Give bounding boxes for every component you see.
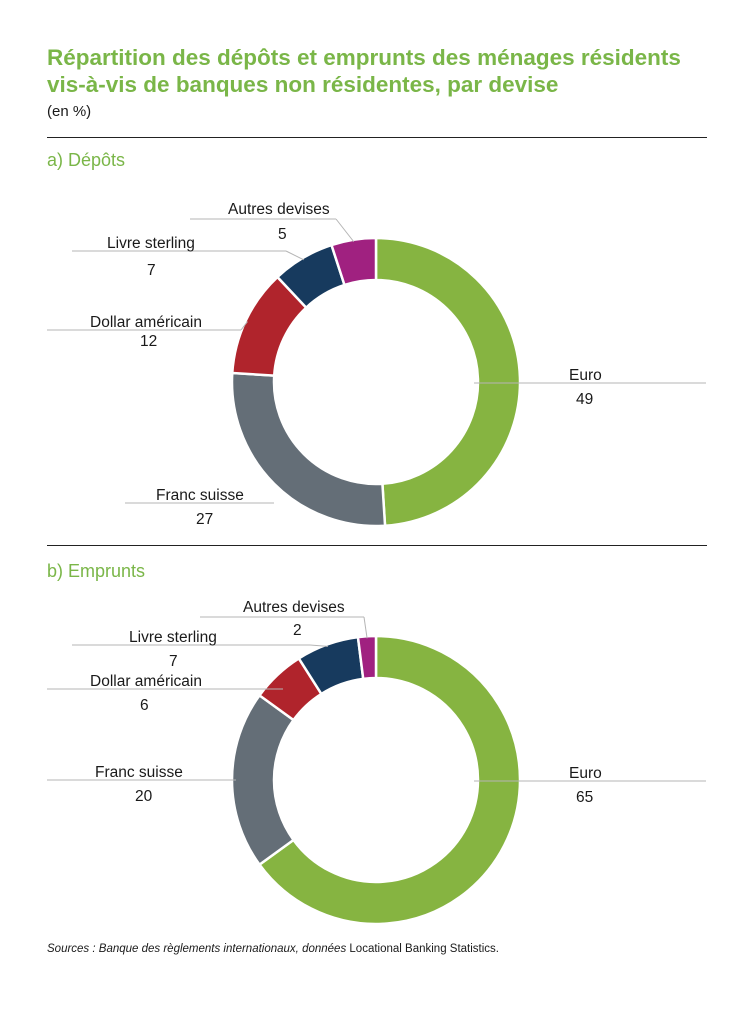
value-dollar-americain: 6 (140, 697, 149, 714)
top-rule (47, 137, 707, 138)
label-autres-devises: Autres devises (243, 599, 345, 616)
connector-line-dollar-americain (240, 321, 248, 331)
value-euro: 49 (576, 391, 593, 408)
label-euro: Euro (569, 765, 602, 782)
chart-title: Répartition des dépôts et emprunts des m… (47, 45, 681, 97)
label-franc-suisse: Franc suisse (156, 487, 244, 504)
value-euro: 65 (576, 789, 593, 806)
slice-franc-suisse (230, 693, 296, 867)
value-livre-sterling: 7 (147, 262, 156, 279)
connector-line-autres-devises (363, 616, 368, 639)
section-label-depots: a) Dépôts (47, 150, 126, 170)
label-dollar-americain: Dollar américain (90, 314, 202, 331)
donut-chart-depots: Euro 49 Franc suisse 27 Dollar américain 12 Li… (47, 201, 706, 528)
value-franc-suisse: 20 (135, 788, 153, 805)
value-autres-devises: 2 (293, 622, 302, 639)
value-dollar-americain: 12 (140, 333, 157, 350)
slice-euro (257, 634, 522, 926)
connector-line-autres-devises (335, 218, 355, 243)
slice-euro (374, 236, 522, 528)
source-italic: Sources : Banque des règlements internat… (47, 943, 347, 955)
donut-chart-emprunts: Euro 65 Franc suisse 20 Dollar américain 6 Liv… (47, 599, 706, 926)
chart-subtitle: (en %) (47, 103, 92, 120)
connector-line-livre-sterling (285, 250, 304, 261)
slice-autres-devises (329, 236, 378, 287)
source-note: Sources : Banque des règlements internat… (47, 943, 499, 955)
source-normal: Locational Banking Statistics. (349, 943, 499, 955)
label-euro: Euro (569, 367, 602, 384)
middle-rule (47, 545, 707, 546)
value-livre-sterling: 7 (169, 653, 178, 670)
label-dollar-americain: Dollar américain (90, 673, 202, 690)
label-livre-sterling: Livre sterling (129, 629, 217, 646)
slice-autres-devises (356, 634, 378, 681)
label-livre-sterling: Livre sterling (107, 235, 195, 252)
label-autres-devises: Autres devises (228, 201, 330, 218)
connector-line-livre-sterling (309, 644, 328, 647)
section-label-emprunts: b) Emprunts (47, 561, 146, 581)
label-franc-suisse: Franc suisse (95, 764, 183, 781)
value-franc-suisse: 27 (196, 511, 213, 528)
value-autres-devises: 5 (278, 226, 287, 243)
